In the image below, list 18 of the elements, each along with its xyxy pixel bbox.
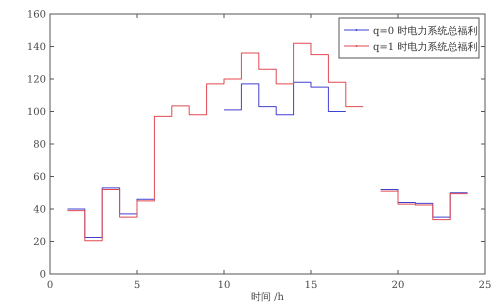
y-tick-label: 140 <box>26 42 46 53</box>
x-tick-label: 15 <box>304 280 318 291</box>
x-tick-label: 5 <box>134 280 140 291</box>
legend-label: q=1 时电力系统总福利 <box>373 41 478 53</box>
y-tick-label: 40 <box>33 204 46 216</box>
x-tick-label: 25 <box>478 280 492 291</box>
y-tick-label: 60 <box>33 172 46 183</box>
y-tick-label: 160 <box>26 10 46 20</box>
y-tick-label: 120 <box>26 74 46 86</box>
y-tick-label: 80 <box>33 140 46 150</box>
legend-label: q=0 时电力系统总福利 <box>373 25 478 37</box>
y-tick-label: 0 <box>40 270 46 280</box>
y-tick-label: 20 <box>33 237 46 248</box>
y-tick-label: 100 <box>26 107 46 118</box>
x-axis-title: 时间 /h <box>251 291 285 302</box>
x-tick-label: 20 <box>392 280 404 291</box>
x-tick-label: 0 <box>46 280 54 291</box>
x-tick-label: 10 <box>218 280 230 291</box>
